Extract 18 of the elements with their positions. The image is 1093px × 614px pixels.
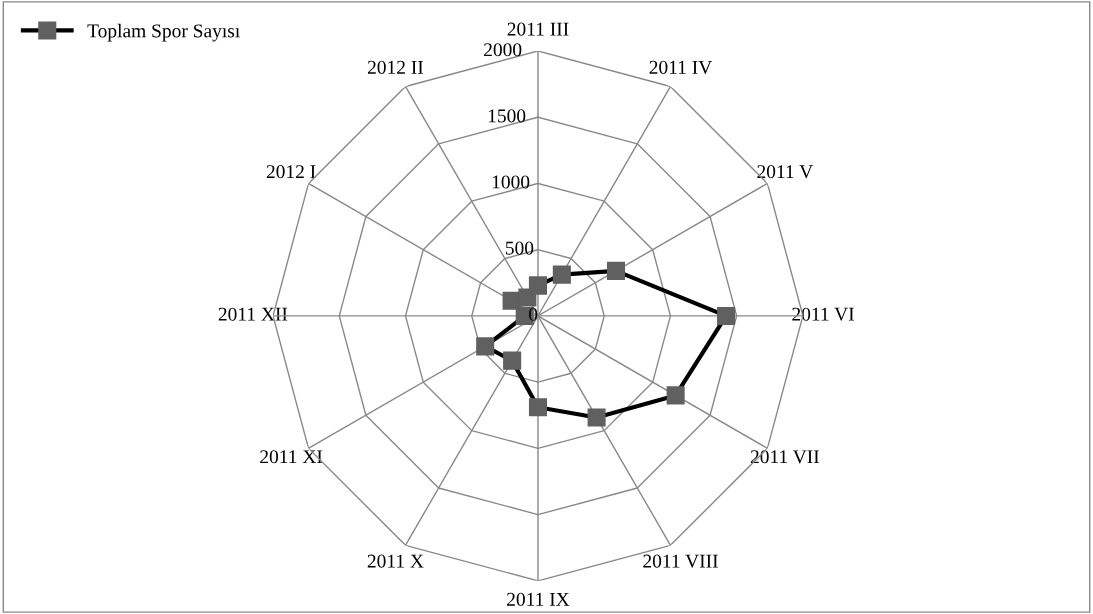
legend-label: Toplam Spor Sayısı bbox=[87, 23, 240, 42]
y-tick-label: 2000 bbox=[484, 43, 522, 57]
spoke-label: 2011 XI bbox=[260, 450, 323, 464]
spoke-label: 2012 II bbox=[367, 60, 424, 74]
spoke-label: 2011 IX bbox=[507, 592, 570, 606]
spoke-label: 2011 III bbox=[507, 22, 569, 36]
y-tick-label: 0 bbox=[528, 307, 538, 321]
y-tick-label: 1500 bbox=[488, 109, 526, 123]
y-tick-label: 500 bbox=[505, 241, 534, 255]
spoke-label: 2011 X bbox=[367, 554, 424, 568]
spoke-label: 2011 V bbox=[757, 165, 813, 179]
spoke-label: 2011 XII bbox=[218, 307, 288, 321]
spoke-label: 2011 VI bbox=[792, 307, 854, 321]
spoke-label: 2011 IV bbox=[649, 60, 713, 74]
spoke-label: 2011 VII bbox=[750, 450, 820, 464]
y-tick-label: 1000 bbox=[492, 175, 530, 189]
spoke-label: 2011 VIII bbox=[643, 554, 718, 568]
spoke-label: 2012 I bbox=[266, 165, 316, 179]
